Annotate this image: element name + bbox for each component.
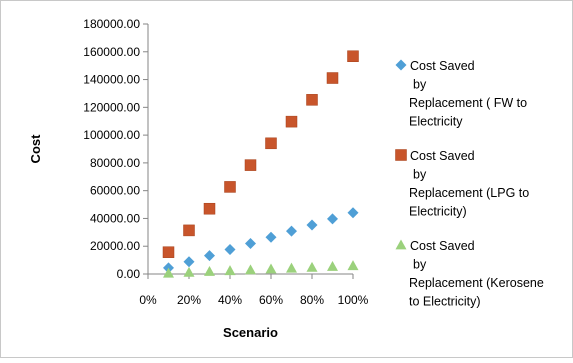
data-point	[265, 231, 277, 243]
legend-entry-2: Cost Saved by Replacement (LPG to Electrici…	[395, 149, 529, 219]
data-point	[244, 159, 257, 171]
data-point	[204, 250, 215, 262]
data-point	[163, 267, 174, 278]
legend-label: Cost Saved	[410, 149, 475, 163]
series-3	[163, 260, 359, 278]
data-point	[183, 266, 195, 277]
x-tick-label: 0%	[139, 293, 157, 307]
x-tick-label: 40%	[218, 293, 242, 307]
series-2	[162, 50, 359, 258]
data-point	[286, 225, 297, 237]
data-point	[286, 262, 297, 273]
series-1	[163, 207, 359, 274]
data-series	[162, 50, 359, 278]
legend-entry-1: Cost Saved by Replacement ( FW to Electrici…	[395, 59, 527, 129]
y-axis-title: Cost	[28, 134, 43, 164]
x-tick-label: 60%	[259, 293, 283, 307]
data-point	[265, 137, 277, 150]
data-point	[245, 264, 256, 275]
legend: Cost Saved by Replacement ( FW to Electrici…	[395, 59, 544, 309]
legend-label: Replacement ( FW to	[409, 96, 527, 110]
data-point	[306, 261, 318, 272]
y-tick-label: 40000.00	[90, 211, 140, 225]
y-axis-ticks: 0.00 20000.00 40000.00 60000.00 80000.00 1000…	[83, 17, 148, 281]
legend-label: by	[413, 78, 427, 92]
data-point	[347, 207, 359, 219]
y-tick-label: 180000.00	[83, 17, 140, 31]
data-point	[183, 256, 195, 268]
data-point	[327, 261, 338, 271]
legend-label: by	[413, 168, 427, 182]
x-axis-ticks: 0% 20% 40% 60% 80% 100%	[139, 274, 369, 307]
data-point	[285, 115, 298, 128]
legend-label: Electricity	[409, 115, 463, 129]
data-point	[347, 260, 359, 271]
y-tick-label: 60000.00	[90, 184, 140, 198]
legend-label: Cost Saved	[410, 59, 475, 73]
y-tick-label: 0.00	[117, 267, 141, 281]
y-tick-label: 140000.00	[83, 73, 140, 87]
data-point	[245, 237, 256, 249]
data-point	[306, 219, 318, 231]
data-point	[224, 244, 236, 256]
data-point	[224, 181, 236, 193]
data-point	[224, 265, 236, 276]
legend-entry-3: Cost Saved by Replacement (Kerosene to Elec…	[395, 239, 544, 309]
x-tick-label: 20%	[177, 293, 201, 307]
legend-marker	[395, 149, 407, 161]
legend-label: Electricity)	[409, 205, 467, 219]
data-point	[347, 50, 359, 62]
x-tick-label: 100%	[338, 293, 369, 307]
legend-label: to Electricity)	[409, 295, 481, 309]
x-axis-title: Scenario	[223, 325, 278, 340]
data-point	[183, 224, 195, 237]
y-tick-label: 160000.00	[83, 45, 140, 59]
data-point	[306, 94, 318, 106]
legend-label: Replacement (Kerosene	[409, 276, 544, 290]
legend-label: Replacement (LPG to	[409, 186, 529, 200]
data-point	[265, 263, 277, 274]
x-tick-label: 80%	[300, 293, 324, 307]
legend-label: by	[413, 258, 427, 272]
y-tick-label: 80000.00	[90, 156, 140, 170]
y-tick-label: 20000.00	[90, 239, 140, 253]
legend-marker	[395, 59, 407, 71]
y-tick-label: 120000.00	[83, 100, 140, 114]
legend-label: Cost Saved	[410, 239, 475, 253]
data-point	[162, 246, 175, 258]
data-point	[327, 213, 338, 225]
legend-marker	[395, 239, 407, 250]
data-point	[326, 72, 339, 84]
data-point	[203, 202, 216, 215]
y-tick-label: 100000.00	[83, 128, 140, 142]
data-point	[204, 266, 215, 276]
